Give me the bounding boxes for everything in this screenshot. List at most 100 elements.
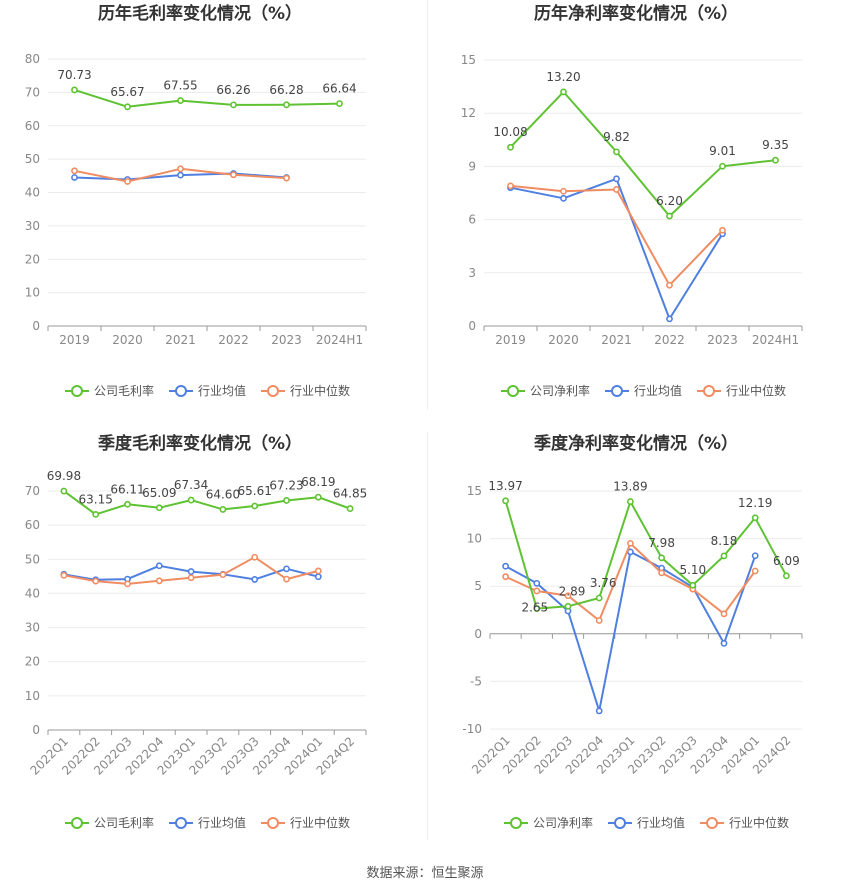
data-point [560, 187, 567, 195]
data-point [92, 510, 100, 518]
x-tick-label: 2019 [495, 333, 526, 347]
data-label: 66.28 [269, 83, 303, 97]
data-point [283, 174, 290, 182]
data-point [283, 565, 290, 573]
data-label: 6.09 [773, 554, 800, 568]
series-company: 13.97 2.65 2.89 3.76 13.89 7.98 5.10 8.18 12.19 6… [488, 479, 799, 615]
series-line [505, 550, 757, 712]
data-point [60, 571, 68, 579]
data-label: 63.15 [79, 492, 113, 506]
data-label: 66.64 [322, 82, 356, 96]
data-label: 2.89 [559, 584, 586, 598]
legend-label: 行业中位数 [726, 383, 786, 398]
data-point [533, 587, 541, 595]
y-tick-label: 70 [25, 484, 40, 498]
data-label: 67.34 [174, 478, 208, 492]
data-point [60, 487, 68, 495]
data-point [230, 101, 237, 109]
legend-swatch-marker [706, 817, 718, 829]
chart-3: 季度毛利率变化情况（%）0102030405060702022Q12022Q22… [25, 433, 368, 830]
y-tick-label: 10 [25, 689, 40, 703]
legend: 公司净利率 行业均值 行业中位数 [501, 383, 786, 398]
x-tick-label: 2023 [271, 333, 302, 347]
data-point [658, 554, 665, 562]
series-industry-median [502, 539, 759, 624]
data-point [219, 506, 227, 513]
data-point [314, 493, 322, 501]
legend-swatch-marker [614, 817, 626, 829]
data-label: 3.76 [590, 576, 617, 590]
data-point [251, 553, 259, 561]
data-point [720, 610, 728, 618]
y-tick-label: 20 [25, 252, 40, 266]
legend-label: 行业均值 [634, 383, 682, 398]
data-point [772, 156, 779, 164]
data-point [71, 167, 78, 175]
y-tick-label: 40 [25, 186, 40, 200]
chart-4: 季度净利率变化情况（%）-10-50510152022Q12022Q22022Q… [462, 433, 803, 830]
y-tick-label: 40 [25, 586, 40, 600]
data-label: 67.55 [163, 79, 197, 93]
data-point [719, 226, 726, 234]
legend-item: 行业均值 [605, 383, 682, 398]
data-point [283, 575, 290, 583]
data-point [219, 571, 227, 579]
data-point [689, 581, 697, 589]
y-tick-label: 30 [25, 621, 40, 635]
y-tick-label: 60 [25, 518, 40, 532]
data-point [595, 617, 603, 624]
data-label: 13.89 [613, 480, 647, 494]
data-point [564, 602, 572, 610]
data-label: 65.09 [142, 486, 176, 500]
data-point [666, 315, 673, 323]
y-tick-label: 6 [468, 213, 476, 227]
data-point [720, 552, 728, 560]
data-point [124, 103, 131, 111]
series-line [74, 88, 340, 108]
data-label: 2.65 [521, 601, 548, 615]
data-point [336, 100, 343, 107]
data-point [666, 281, 673, 289]
data-point [251, 502, 259, 510]
legend-label: 公司毛利率 [94, 815, 154, 830]
data-point [230, 171, 237, 179]
series-company: 10.08 13.20 9.82 6.20 9.01 9.35 [493, 70, 789, 220]
chart-title: 季度净利率变化情况（%） [534, 433, 738, 454]
y-tick-label: 0 [474, 627, 482, 641]
data-label: 66.11 [110, 482, 144, 496]
legend: 公司毛利率 行业均值 行业中位数 [65, 815, 350, 830]
data-point [595, 707, 603, 715]
data-label: 65.67 [110, 85, 144, 99]
data-point [71, 86, 78, 94]
y-tick-label: 9 [468, 159, 476, 173]
data-label: 12.19 [738, 496, 772, 510]
data-point [177, 171, 184, 179]
series-industry-avg [502, 548, 759, 715]
data-label: 8.18 [711, 534, 738, 548]
data-point [560, 194, 567, 202]
y-tick-label: 12 [461, 106, 476, 120]
y-tick-label: -5 [470, 674, 482, 688]
x-tick-label: 2020 [548, 333, 579, 347]
data-point [507, 143, 514, 151]
data-point [613, 186, 620, 193]
chart-title: 历年毛利率变化情况（%） [98, 3, 302, 24]
legend-swatch-marker [510, 817, 522, 829]
series-industry-median [71, 165, 290, 185]
series-industry-median [60, 553, 322, 588]
legend-item: 行业均值 [169, 383, 246, 398]
legend-item: 行业中位数 [697, 383, 786, 398]
data-point [124, 500, 131, 508]
y-tick-label: 30 [25, 219, 40, 233]
legend-swatch-marker [175, 817, 187, 829]
y-tick-label: 20 [25, 655, 40, 669]
data-point [533, 605, 541, 612]
data-point [187, 568, 195, 575]
data-label: 7.98 [648, 536, 675, 550]
data-point [155, 577, 163, 585]
legend-swatch-marker [71, 385, 83, 397]
y-tick-label: 0 [32, 319, 40, 333]
legend-item: 行业中位数 [261, 383, 350, 398]
legend-item: 公司净利率 [504, 815, 593, 830]
